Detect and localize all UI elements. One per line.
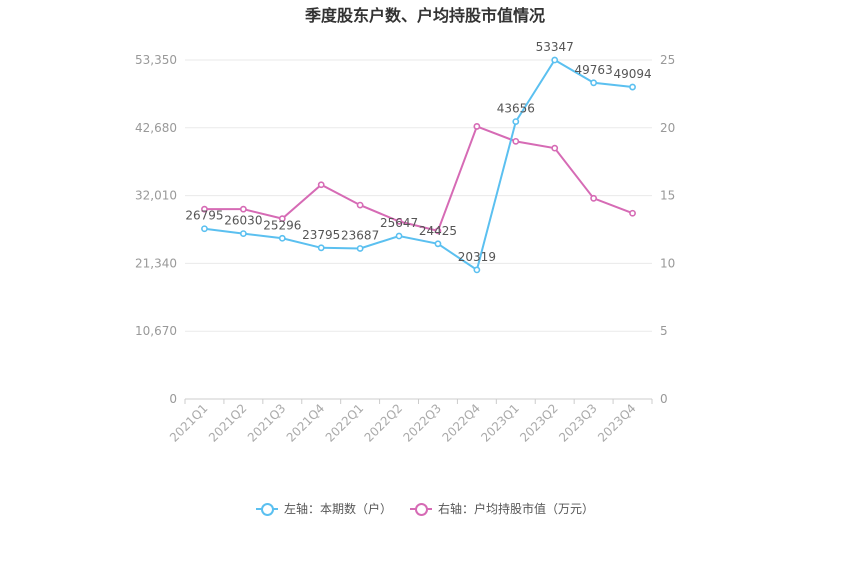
data-point-avg-value: [201, 205, 208, 213]
data-point-households: [278, 234, 286, 242]
data-point-households: [201, 225, 208, 233]
left-axis-tick-label: 21,340: [135, 256, 177, 270]
data-label: 49094: [613, 67, 651, 81]
data-point-avg-value: [473, 123, 481, 130]
right-axis-tick-label: 15: [660, 189, 675, 203]
legend-item-households[interactable]: 左轴：本期数（户）: [255, 500, 392, 517]
data-label: 23795: [302, 228, 340, 242]
data-label: 20319: [458, 250, 496, 264]
data-label: 53347: [536, 40, 574, 54]
data-point-avg-value: [395, 217, 403, 225]
left-axis-tick-label: 10,670: [135, 324, 177, 338]
chart-title: 季度股东户数、户均持股市值情况: [304, 6, 545, 25]
legend-label-avg-value: 右轴：户均持股市值（万元）: [438, 502, 595, 516]
x-axis-tick-label: 2021Q3: [245, 401, 289, 445]
data-label: 25296: [263, 218, 301, 232]
data-point-avg-value: [278, 215, 286, 223]
x-axis-tick-label: 2022Q2: [362, 401, 406, 445]
data-point-avg-value: [356, 201, 364, 209]
data-label: 49763: [575, 63, 613, 77]
legend-item-avg-value[interactable]: 右轴：户均持股市值（万元）: [410, 500, 594, 517]
x-axis-tick-label: 2022Q3: [401, 401, 445, 445]
series-line-avg-value: [204, 125, 633, 233]
data-point-households: [434, 240, 442, 248]
data-label: 26030: [224, 214, 262, 228]
data-point-avg-value: [629, 209, 636, 217]
left-axis-tick-label: 0: [169, 392, 177, 406]
x-axis-tick-label: 2021Q4: [284, 401, 328, 445]
x-axis-tick-label: 2023Q3: [556, 401, 600, 445]
left-axis-tick-label: 53,350: [135, 53, 177, 67]
left-axis-tick-label: 32,010: [135, 189, 177, 203]
x-axis-tick-label: 2023Q1: [478, 401, 522, 445]
data-point-households: [551, 56, 559, 64]
legend-label-households: 左轴：本期数（户）: [283, 502, 392, 516]
x-axis-tick-label: 2022Q4: [439, 401, 483, 445]
data-point-households: [512, 118, 520, 125]
data-point-households: [356, 245, 364, 252]
legend: 左轴：本期数（户） 右轴：户均持股市值（万元）: [0, 500, 850, 517]
right-axis-tick-label: 10: [660, 256, 675, 270]
data-point-avg-value: [317, 181, 325, 189]
data-point-avg-value: [551, 144, 559, 152]
data-label: 23687: [341, 228, 379, 242]
x-axis-tick-label: 2021Q2: [206, 401, 250, 445]
data-label: 24425: [419, 224, 457, 238]
x-axis-tick-label: 2023Q4: [595, 401, 639, 445]
data-point-avg-value: [512, 137, 520, 145]
x-axis-tick-label: 2023Q2: [517, 401, 561, 445]
data-point-avg-value: [590, 194, 598, 202]
right-axis-tick-label: 25: [660, 53, 675, 67]
data-label: 26795: [185, 209, 223, 223]
legend-swatch-households: [255, 502, 278, 516]
legend-swatch-avg-value: [410, 502, 432, 516]
data-point-households: [239, 230, 247, 237]
data-point-households: [473, 266, 481, 274]
data-point-households: [629, 83, 636, 91]
data-point-avg-value: [239, 205, 247, 213]
left-axis-tick-label: 42,680: [135, 121, 177, 135]
x-axis-tick-label: 2022Q1: [323, 401, 367, 445]
data-label: 43656: [497, 102, 535, 116]
right-axis-tick-label: 20: [660, 121, 675, 135]
x-axis-tick-label: 2021Q1: [167, 401, 211, 445]
series-line-households: [204, 58, 633, 272]
data-point-households: [395, 232, 403, 240]
data-point-households: [590, 79, 598, 87]
right-axis-tick-label: 5: [660, 324, 668, 338]
data-label: 25647: [380, 216, 418, 230]
data-point-households: [317, 244, 325, 252]
right-axis-tick-label: 0: [660, 392, 668, 406]
data-point-avg-value: [434, 227, 442, 235]
